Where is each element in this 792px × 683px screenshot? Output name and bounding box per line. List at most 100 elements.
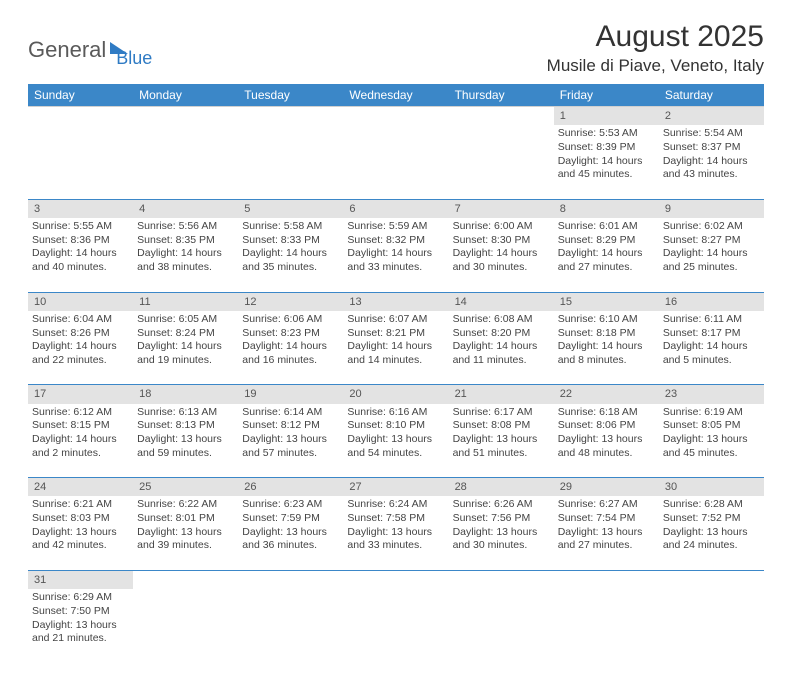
day-detail-line: Sunset: 8:08 PM — [453, 419, 550, 433]
day-number-cell: 31 — [28, 570, 133, 589]
day-content-cell: Sunrise: 6:29 AMSunset: 7:50 PMDaylight:… — [28, 589, 133, 663]
day-number-cell — [238, 570, 343, 589]
day-number-row: 24252627282930 — [28, 478, 764, 497]
day-number-row: 10111213141516 — [28, 292, 764, 311]
day-detail-line: Daylight: 13 hours and 39 minutes. — [137, 526, 234, 553]
day-number-cell: 16 — [659, 292, 764, 311]
day-number-cell — [238, 107, 343, 126]
header: General Blue August 2025 Musile di Piave… — [28, 20, 764, 76]
day-content-row: Sunrise: 6:21 AMSunset: 8:03 PMDaylight:… — [28, 496, 764, 570]
day-content-cell: Sunrise: 6:05 AMSunset: 8:24 PMDaylight:… — [133, 311, 238, 385]
day-number-row: 12 — [28, 107, 764, 126]
day-detail-line: Daylight: 14 hours and 19 minutes. — [137, 340, 234, 367]
day-number-cell: 8 — [554, 199, 659, 218]
day-detail-line: Daylight: 14 hours and 8 minutes. — [558, 340, 655, 367]
day-detail-line: Daylight: 14 hours and 16 minutes. — [242, 340, 339, 367]
day-number-cell: 24 — [28, 478, 133, 497]
day-detail-line: Sunset: 8:23 PM — [242, 327, 339, 341]
day-content-cell: Sunrise: 6:14 AMSunset: 8:12 PMDaylight:… — [238, 404, 343, 478]
day-number-cell: 14 — [449, 292, 554, 311]
day-content-cell — [133, 125, 238, 199]
day-content-cell — [28, 125, 133, 199]
day-detail-line: Daylight: 14 hours and 38 minutes. — [137, 247, 234, 274]
day-number-cell: 22 — [554, 385, 659, 404]
day-number-cell — [343, 107, 448, 126]
day-detail-line: Sunrise: 6:10 AM — [558, 313, 655, 327]
day-detail-line: Sunset: 8:05 PM — [663, 419, 760, 433]
day-detail-line: Sunrise: 6:04 AM — [32, 313, 129, 327]
day-detail-line: Sunrise: 5:59 AM — [347, 220, 444, 234]
day-detail-line: Daylight: 14 hours and 43 minutes. — [663, 155, 760, 182]
calendar-table: Sunday Monday Tuesday Wednesday Thursday… — [28, 84, 764, 663]
day-number-cell: 7 — [449, 199, 554, 218]
day-content-row: Sunrise: 6:12 AMSunset: 8:15 PMDaylight:… — [28, 404, 764, 478]
weekday-header-row: Sunday Monday Tuesday Wednesday Thursday… — [28, 84, 764, 107]
day-detail-line: Sunrise: 6:02 AM — [663, 220, 760, 234]
day-content-cell: Sunrise: 6:26 AMSunset: 7:56 PMDaylight:… — [449, 496, 554, 570]
month-title: August 2025 — [547, 20, 764, 54]
day-number-cell — [28, 107, 133, 126]
day-detail-line: Sunrise: 5:56 AM — [137, 220, 234, 234]
day-detail-line: Sunset: 7:56 PM — [453, 512, 550, 526]
day-detail-line: Sunrise: 6:23 AM — [242, 498, 339, 512]
day-detail-line: Sunrise: 6:07 AM — [347, 313, 444, 327]
weekday-header: Saturday — [659, 84, 764, 107]
day-detail-line: Sunset: 8:37 PM — [663, 141, 760, 155]
day-detail-line: Sunset: 7:54 PM — [558, 512, 655, 526]
weekday-header: Sunday — [28, 84, 133, 107]
day-content-cell: Sunrise: 6:24 AMSunset: 7:58 PMDaylight:… — [343, 496, 448, 570]
day-number-cell — [133, 570, 238, 589]
day-content-cell: Sunrise: 6:19 AMSunset: 8:05 PMDaylight:… — [659, 404, 764, 478]
day-content-cell — [449, 125, 554, 199]
day-detail-line: Daylight: 13 hours and 45 minutes. — [663, 433, 760, 460]
day-content-cell: Sunrise: 5:58 AMSunset: 8:33 PMDaylight:… — [238, 218, 343, 292]
day-detail-line: Daylight: 14 hours and 22 minutes. — [32, 340, 129, 367]
day-content-cell: Sunrise: 5:56 AMSunset: 8:35 PMDaylight:… — [133, 218, 238, 292]
weekday-header: Friday — [554, 84, 659, 107]
day-content-row: Sunrise: 6:04 AMSunset: 8:26 PMDaylight:… — [28, 311, 764, 385]
day-detail-line: Sunrise: 6:28 AM — [663, 498, 760, 512]
day-number-cell — [449, 107, 554, 126]
day-content-cell: Sunrise: 6:08 AMSunset: 8:20 PMDaylight:… — [449, 311, 554, 385]
day-content-cell: Sunrise: 6:27 AMSunset: 7:54 PMDaylight:… — [554, 496, 659, 570]
day-detail-line: Daylight: 14 hours and 2 minutes. — [32, 433, 129, 460]
day-detail-line: Daylight: 14 hours and 33 minutes. — [347, 247, 444, 274]
day-content-cell: Sunrise: 6:10 AMSunset: 8:18 PMDaylight:… — [554, 311, 659, 385]
day-detail-line: Sunset: 7:59 PM — [242, 512, 339, 526]
day-number-row: 31 — [28, 570, 764, 589]
day-detail-line: Daylight: 13 hours and 57 minutes. — [242, 433, 339, 460]
day-number-cell: 12 — [238, 292, 343, 311]
day-detail-line: Daylight: 13 hours and 27 minutes. — [558, 526, 655, 553]
day-detail-line: Sunset: 8:30 PM — [453, 234, 550, 248]
day-content-cell: Sunrise: 5:55 AMSunset: 8:36 PMDaylight:… — [28, 218, 133, 292]
day-detail-line: Sunset: 8:13 PM — [137, 419, 234, 433]
calendar-body: 12Sunrise: 5:53 AMSunset: 8:39 PMDayligh… — [28, 107, 764, 664]
day-number-cell: 9 — [659, 199, 764, 218]
day-detail-line: Sunset: 8:15 PM — [32, 419, 129, 433]
day-number-cell — [449, 570, 554, 589]
day-content-cell — [133, 589, 238, 663]
day-detail-line: Sunset: 8:27 PM — [663, 234, 760, 248]
day-detail-line: Sunrise: 6:13 AM — [137, 406, 234, 420]
day-number-cell: 29 — [554, 478, 659, 497]
logo-text-2: Blue — [116, 48, 152, 69]
day-detail-line: Daylight: 14 hours and 25 minutes. — [663, 247, 760, 274]
day-content-cell — [343, 589, 448, 663]
day-detail-line: Sunrise: 6:06 AM — [242, 313, 339, 327]
day-number-cell: 18 — [133, 385, 238, 404]
day-detail-line: Daylight: 14 hours and 30 minutes. — [453, 247, 550, 274]
day-detail-line: Daylight: 13 hours and 24 minutes. — [663, 526, 760, 553]
day-detail-line: Sunrise: 6:11 AM — [663, 313, 760, 327]
day-detail-line: Daylight: 13 hours and 21 minutes. — [32, 619, 129, 646]
day-number-cell: 20 — [343, 385, 448, 404]
day-detail-line: Sunrise: 6:17 AM — [453, 406, 550, 420]
day-detail-line: Sunset: 8:29 PM — [558, 234, 655, 248]
day-detail-line: Daylight: 13 hours and 54 minutes. — [347, 433, 444, 460]
day-detail-line: Sunset: 8:06 PM — [558, 419, 655, 433]
day-detail-line: Sunrise: 6:18 AM — [558, 406, 655, 420]
day-detail-line: Sunset: 7:52 PM — [663, 512, 760, 526]
day-detail-line: Sunset: 8:12 PM — [242, 419, 339, 433]
day-content-cell: Sunrise: 5:59 AMSunset: 8:32 PMDaylight:… — [343, 218, 448, 292]
day-content-cell: Sunrise: 6:22 AMSunset: 8:01 PMDaylight:… — [133, 496, 238, 570]
day-number-row: 17181920212223 — [28, 385, 764, 404]
